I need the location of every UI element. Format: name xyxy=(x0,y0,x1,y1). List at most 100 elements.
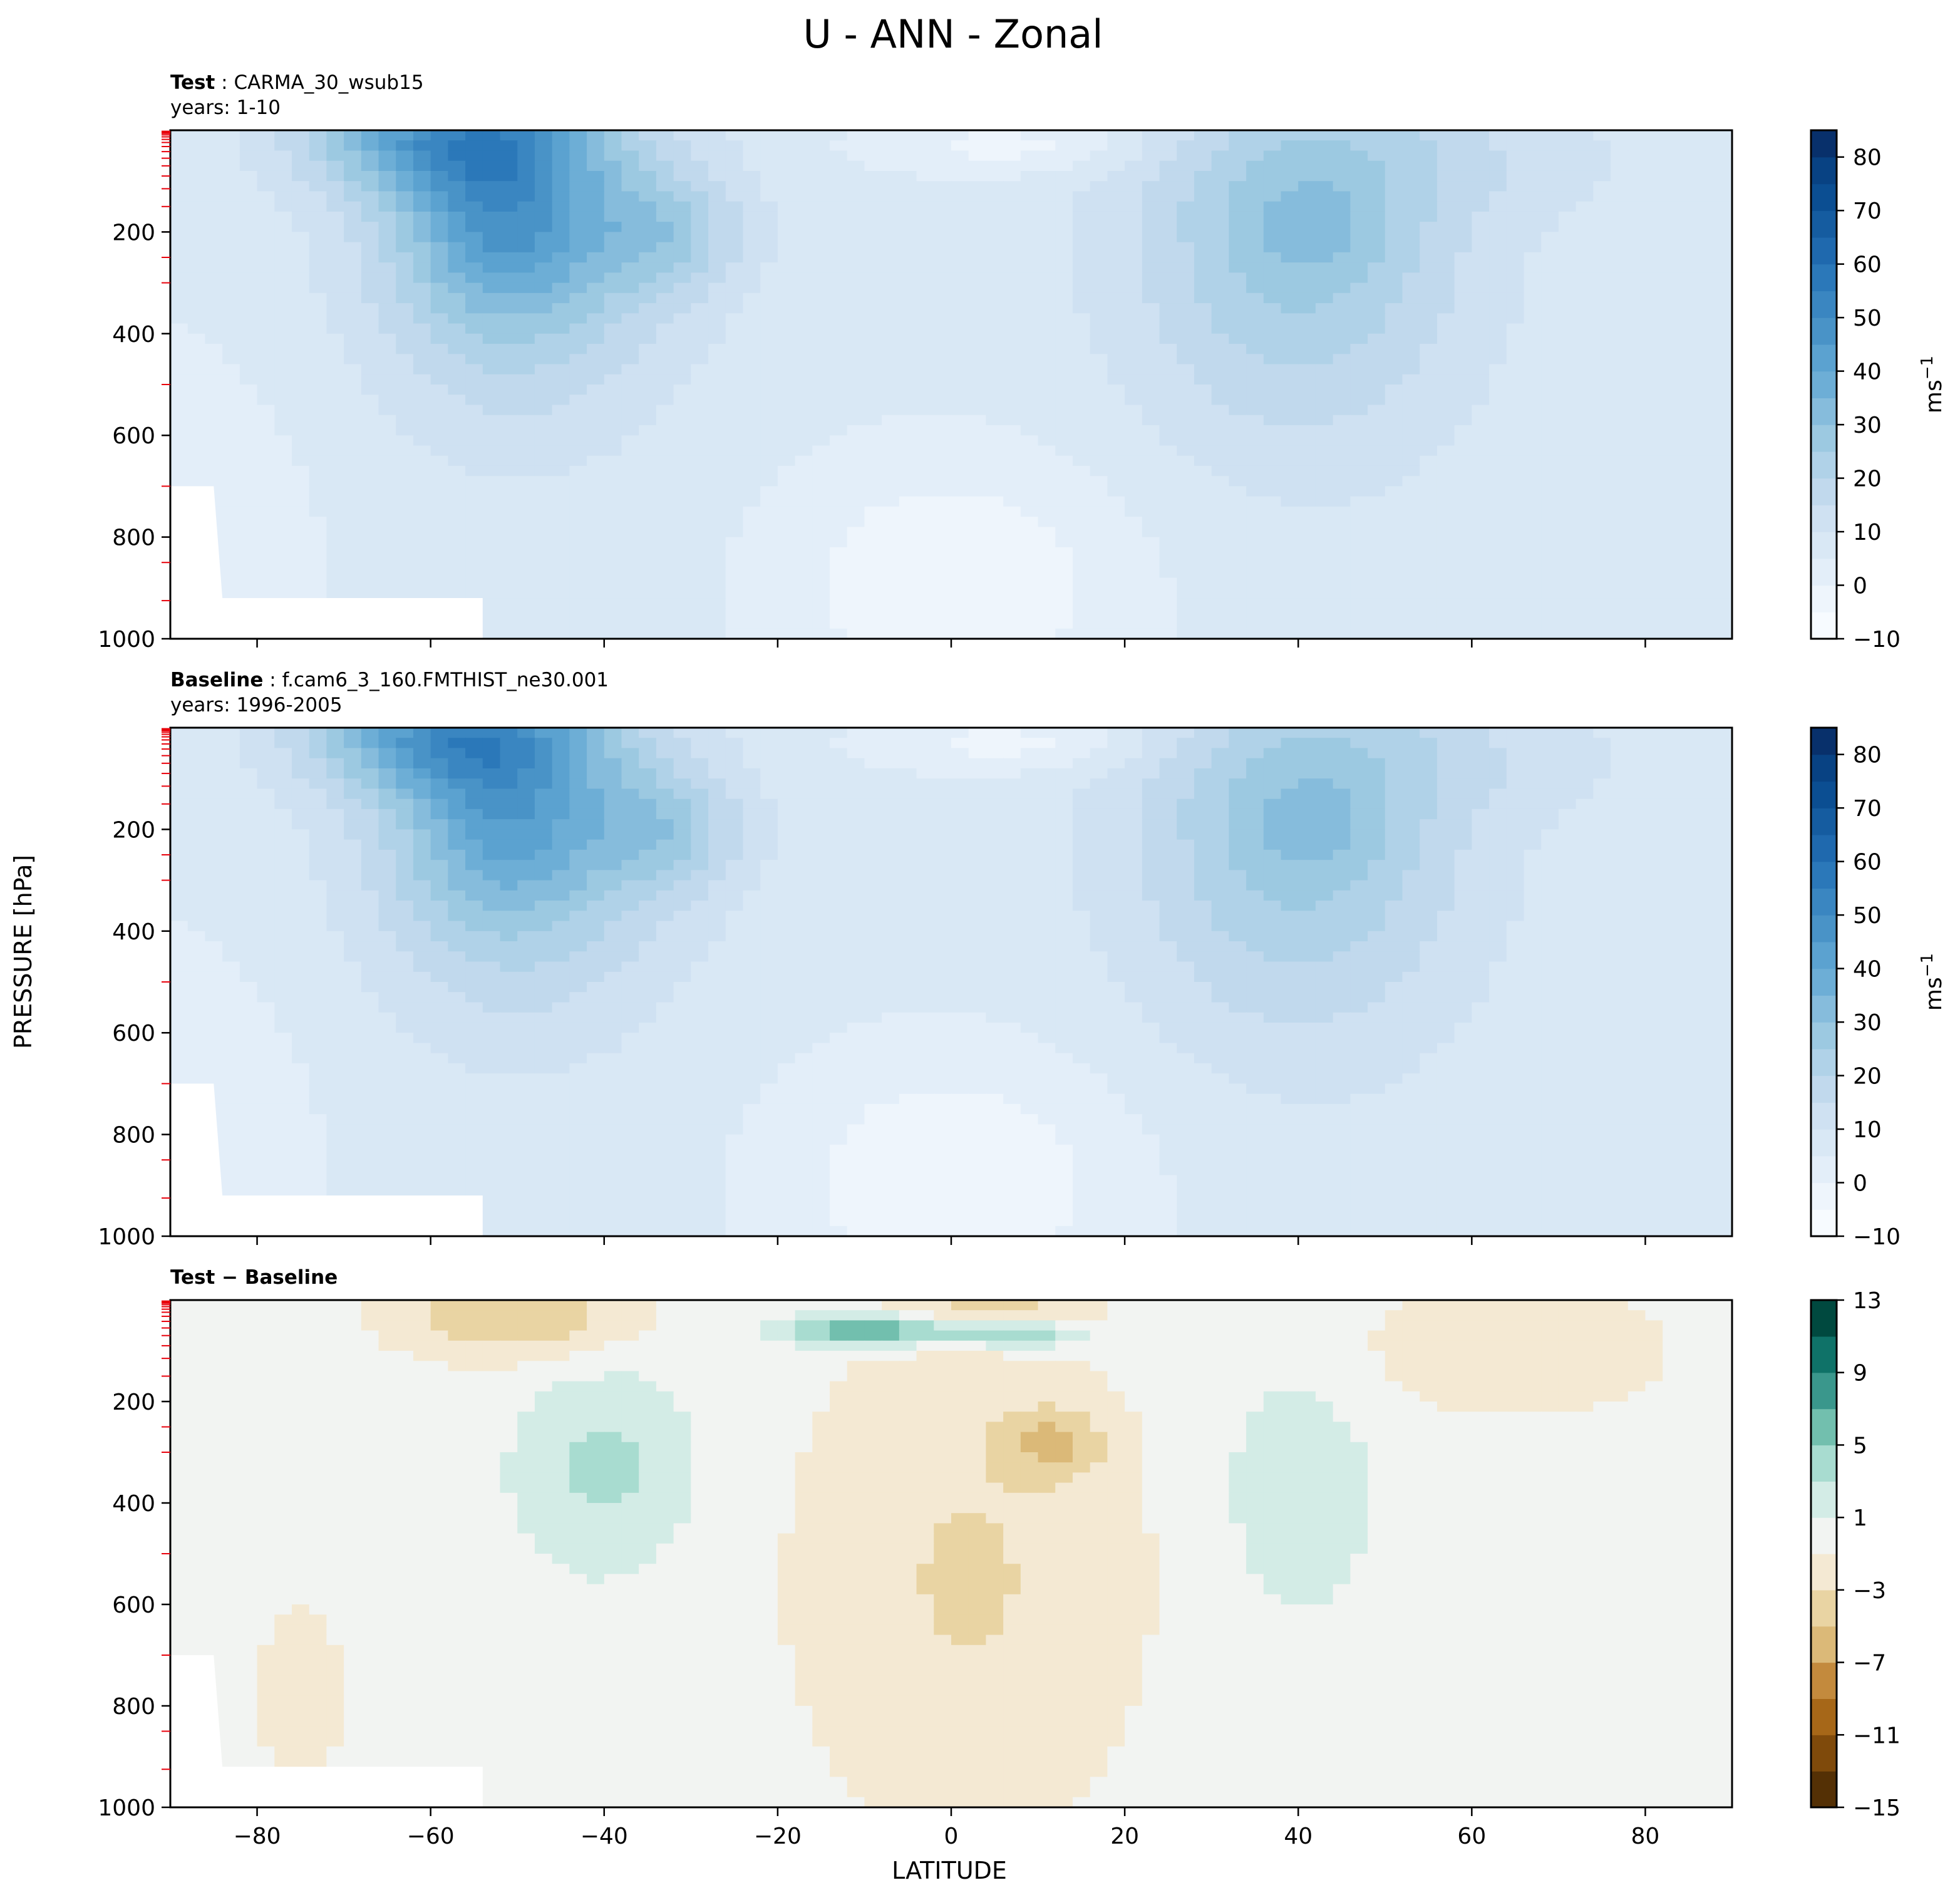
field-cell xyxy=(274,242,292,253)
field-cell xyxy=(1055,211,1073,222)
field-cell xyxy=(1315,181,1334,192)
field-cell xyxy=(1142,252,1160,263)
field-cell xyxy=(760,435,778,447)
field-cell xyxy=(1003,395,1021,406)
field-cell xyxy=(812,768,830,779)
field-cell xyxy=(604,738,622,749)
field-cell xyxy=(621,222,639,233)
field-cell xyxy=(1246,598,1264,609)
field-cell xyxy=(274,150,292,162)
field-cell xyxy=(951,252,969,263)
field-cell xyxy=(1246,506,1264,517)
field-cell xyxy=(361,496,379,507)
field-cell xyxy=(1697,292,1716,304)
field-cell xyxy=(1645,354,1663,365)
field-cell xyxy=(1298,567,1316,579)
field-cell xyxy=(1298,232,1316,243)
field-cell xyxy=(1072,252,1091,263)
field-cell xyxy=(396,201,414,212)
field-cell xyxy=(847,201,865,212)
field-cell xyxy=(1194,364,1212,375)
field-cell xyxy=(500,768,518,779)
field-cell xyxy=(1385,608,1403,619)
field-cell xyxy=(621,140,639,152)
field-cell xyxy=(812,170,830,182)
field-cell xyxy=(986,496,1004,507)
field-cell xyxy=(1558,587,1577,599)
field-cell xyxy=(812,435,830,447)
field-cell xyxy=(1107,598,1125,609)
field-cell xyxy=(1315,150,1334,162)
field-cell xyxy=(691,415,709,426)
field-cell xyxy=(1627,496,1646,507)
field-cell xyxy=(1125,758,1143,769)
field-cell xyxy=(309,272,328,284)
field-cell xyxy=(1541,465,1559,477)
field-cell xyxy=(1436,181,1455,192)
field-cell xyxy=(1055,150,1073,162)
field-cell xyxy=(1281,435,1299,447)
colorbar-swatch xyxy=(1811,532,1837,559)
field-cell xyxy=(587,344,605,355)
field-cell xyxy=(1194,748,1212,759)
field-cell xyxy=(517,292,535,304)
field-cell xyxy=(222,758,240,769)
field-cell xyxy=(587,242,605,253)
field-cell xyxy=(257,191,276,202)
field-cell xyxy=(830,272,848,284)
field-cell xyxy=(1090,517,1108,528)
field-cell xyxy=(1420,191,1438,202)
field-cell xyxy=(396,557,414,569)
field-cell xyxy=(1627,262,1646,274)
field-cell xyxy=(882,445,900,457)
field-cell xyxy=(170,425,188,436)
field-cell xyxy=(604,344,622,355)
field-cell xyxy=(968,445,987,457)
field-cell xyxy=(1472,628,1490,639)
field-cell xyxy=(1472,425,1490,436)
field-cell xyxy=(1177,557,1195,569)
field-cell xyxy=(309,486,328,497)
field-cell xyxy=(1298,242,1316,253)
field-cell xyxy=(812,262,830,274)
field-cell xyxy=(500,191,518,202)
field-cell xyxy=(1350,344,1368,355)
field-cell xyxy=(777,445,796,457)
field-cell xyxy=(951,232,969,243)
field-cell xyxy=(448,527,466,538)
field-cell xyxy=(482,587,501,599)
field-cell xyxy=(1333,728,1351,739)
field-cell xyxy=(1246,758,1264,769)
field-cell xyxy=(1454,628,1473,639)
field-cell xyxy=(1558,160,1577,172)
field-cell xyxy=(604,170,622,182)
field-cell xyxy=(795,282,813,294)
field-cell xyxy=(1333,506,1351,517)
field-cell xyxy=(1663,728,1681,739)
field-cell xyxy=(274,211,292,222)
field-cell xyxy=(552,628,570,639)
field-cell xyxy=(760,425,778,436)
field-cell xyxy=(968,476,987,487)
field-cell xyxy=(569,130,587,142)
field-cell xyxy=(413,728,431,739)
field-cell xyxy=(1350,587,1368,599)
field-cell xyxy=(1159,364,1178,375)
field-cell xyxy=(951,506,969,517)
field-cell xyxy=(378,768,397,779)
field-cell xyxy=(1107,395,1125,406)
colorbar-tick-label: 60 xyxy=(1853,252,1882,278)
field-cell xyxy=(552,140,570,152)
field-cell xyxy=(1611,323,1629,334)
field-cell xyxy=(760,455,778,467)
field-cell xyxy=(830,628,848,639)
field-cell xyxy=(430,445,449,457)
field-cell xyxy=(413,758,431,769)
field-cell xyxy=(1055,618,1073,629)
field-cell xyxy=(986,354,1004,365)
field-cell xyxy=(830,758,848,769)
y-tick-label: 800 xyxy=(112,525,155,551)
field-cell xyxy=(1679,608,1698,619)
field-cell xyxy=(1107,354,1125,365)
field-cell xyxy=(1350,758,1368,769)
